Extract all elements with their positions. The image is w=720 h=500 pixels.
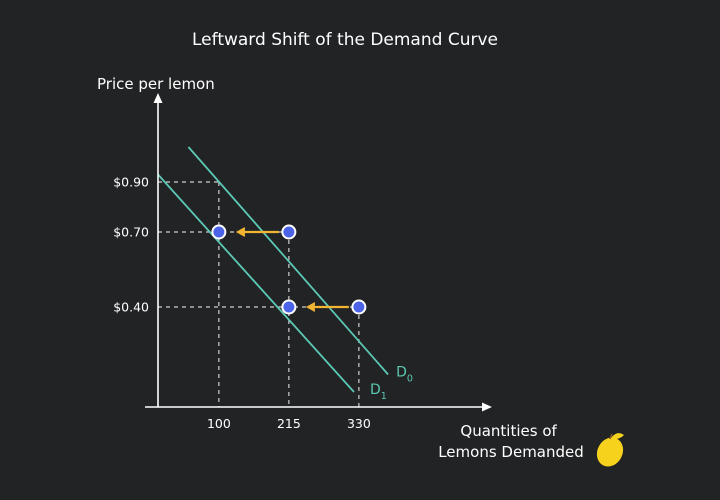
y-tick-label: $0.40 <box>113 300 149 315</box>
shift-arrow-head-0 <box>235 227 245 237</box>
curve-label-main: D <box>396 365 407 381</box>
y-tick-labels: $0.40 $0.70 $0.90 <box>113 175 149 315</box>
shift-arrows <box>235 227 349 312</box>
data-point-1 <box>281 224 297 240</box>
x-tick-label: 100 <box>207 416 231 431</box>
curve-label-main: D <box>370 382 381 398</box>
data-point-3 <box>351 299 367 315</box>
x-axis-arrowhead <box>482 402 492 412</box>
guide-lines <box>158 181 360 407</box>
lemon-leaf <box>611 433 624 439</box>
demand-curves <box>157 146 389 393</box>
data-point-0 <box>211 224 227 240</box>
shift-arrow-head-1 <box>305 302 315 312</box>
curve-label-d1: D1 <box>370 382 387 402</box>
y-tick-label: $0.70 <box>113 225 149 240</box>
x-tick-label: 330 <box>347 416 371 431</box>
equilibrium-points <box>211 224 367 315</box>
demand-curve-d1 <box>157 173 355 393</box>
x-axis-title-line-1: Quantities of <box>460 422 557 440</box>
curve-label-subscript: 0 <box>407 374 413 385</box>
axes <box>145 93 492 412</box>
x-axis-title-line-2: Lemons Demanded <box>438 443 584 461</box>
y-tick-label: $0.90 <box>113 175 149 190</box>
lemon-body <box>596 437 624 467</box>
curve-label-subscript: 1 <box>381 391 387 402</box>
lemon-icon <box>596 433 624 467</box>
curve-label-d0: D0 <box>396 365 413 385</box>
y-axis-title: Price per lemon <box>97 75 215 93</box>
lemon-stem <box>609 433 613 440</box>
y-axis-arrowhead <box>153 93 163 103</box>
chart-title: Leftward Shift of the Demand Curve <box>192 30 498 50</box>
demand-curve-d0 <box>187 146 389 376</box>
x-axis-title: Quantities of Lemons Demanded <box>438 422 584 461</box>
data-point-2 <box>281 299 297 315</box>
x-tick-labels: 100 215 330 <box>207 416 371 431</box>
x-tick-label: 215 <box>277 416 301 431</box>
